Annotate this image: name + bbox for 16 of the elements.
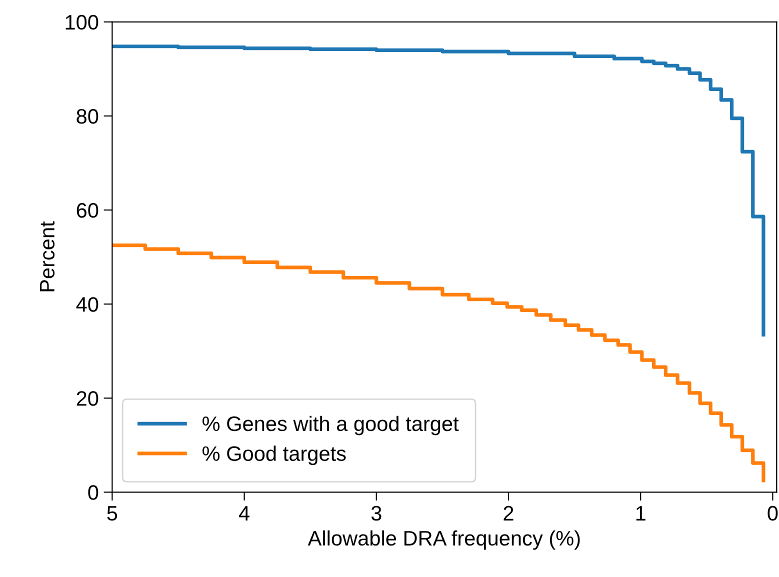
x-tick-label: 4 xyxy=(238,506,250,520)
legend-label: % Genes with a good target xyxy=(202,416,459,436)
y-axis-title: Percent xyxy=(40,221,55,292)
x-tick-label: 1 xyxy=(636,506,646,520)
x-tick-label: 5 xyxy=(107,506,118,521)
y-tick-label: 40 xyxy=(76,297,98,312)
legend-label: % Good targets xyxy=(202,446,346,466)
x-axis-title: Allowable DRA frequency (%) xyxy=(308,530,580,550)
y-tick-label: 60 xyxy=(76,203,98,218)
x-tick-label: 2 xyxy=(504,506,514,520)
x-tick-label: 3 xyxy=(371,506,382,521)
y-tick-label: 80 xyxy=(76,108,98,124)
y-tick-label: 100 xyxy=(66,14,98,30)
y-tick-label: 0 xyxy=(88,485,98,500)
y-tick-label: 20 xyxy=(76,391,98,406)
x-tick-label: 0 xyxy=(768,506,778,521)
